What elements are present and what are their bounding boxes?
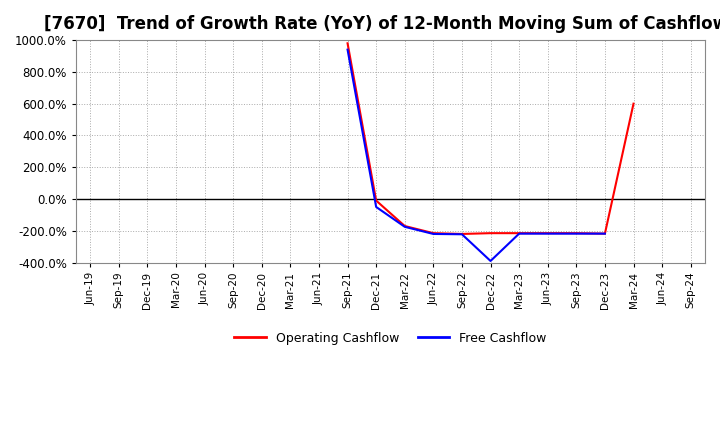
Title: [7670]  Trend of Growth Rate (YoY) of 12-Month Moving Sum of Cashflows: [7670] Trend of Growth Rate (YoY) of 12-… xyxy=(43,15,720,33)
Legend: Operating Cashflow, Free Cashflow: Operating Cashflow, Free Cashflow xyxy=(230,327,552,350)
